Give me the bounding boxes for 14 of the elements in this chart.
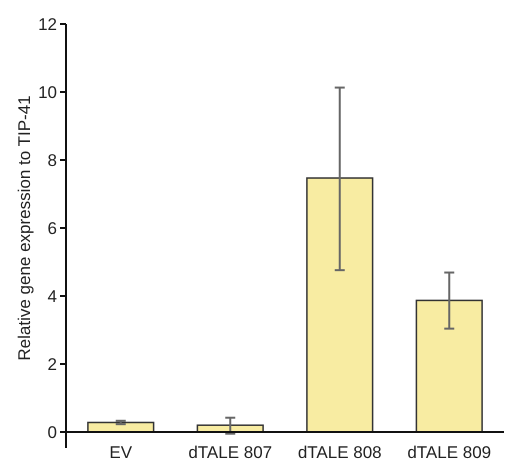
y-axis-title: Relative gene expression to TIP-41 (14, 95, 34, 361)
y-tick-label: 4 (48, 286, 57, 306)
x-tick-label: dTALE 807 (188, 443, 272, 462)
y-tick-label: 12 (38, 14, 57, 34)
y-tick-label: 8 (48, 150, 57, 170)
y-tick-label: 10 (38, 82, 57, 102)
y-tick-label: 0 (48, 422, 57, 442)
y-tick-label: 2 (48, 354, 57, 374)
bar (416, 300, 483, 433)
x-tick-label: dTALE 808 (298, 443, 382, 462)
y-tick-label: 6 (48, 218, 57, 238)
bar (306, 177, 374, 433)
x-tick-label: dTALE 809 (407, 443, 492, 462)
x-tick-label: EV (109, 443, 133, 462)
